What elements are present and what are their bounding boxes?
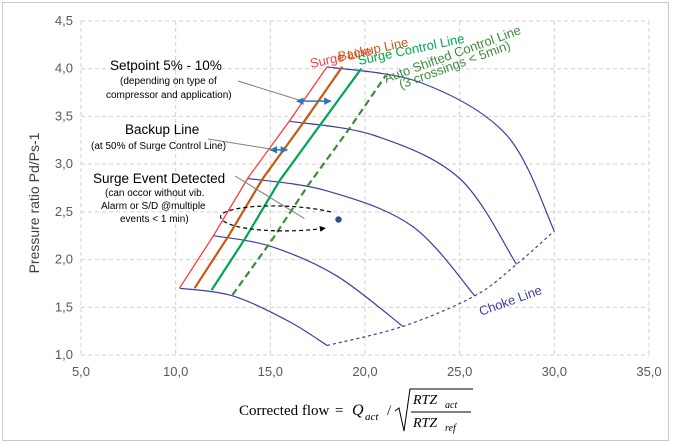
backup-note: (at 50% of Surge Control Line) bbox=[91, 141, 226, 152]
y-tick-label: 4,5 bbox=[55, 13, 73, 28]
x-axis-label: Corrected flow = Q act / RTZ act RTZ ref bbox=[239, 388, 473, 434]
surge-event-note-1: (can occor without vib. bbox=[105, 188, 205, 199]
setpoint-note-1: (depending on type of bbox=[120, 76, 217, 87]
setpoint-note-2: compressor and application) bbox=[106, 90, 232, 101]
speed-curves bbox=[179, 66, 555, 347]
x-tick-label: 20,0 bbox=[352, 364, 377, 379]
y-tick-label: 3,0 bbox=[55, 156, 73, 171]
speed-curve bbox=[247, 177, 476, 297]
backup-leader bbox=[207, 138, 277, 151]
svg-text:RTZ: RTZ bbox=[412, 393, 437, 408]
surge-event-title: Surge Event Detected bbox=[93, 171, 225, 186]
chart-frame: 5,0 10,0 15,0 20,0 25,0 30,0 35,0 1,0 1,5 2,0 2,5 3… bbox=[2, 2, 669, 441]
surge-event-point bbox=[335, 216, 342, 223]
y-tick-label: 1,0 bbox=[55, 347, 73, 362]
choke-line-label: Choke Line bbox=[477, 282, 544, 319]
svg-text:=: = bbox=[335, 403, 343, 419]
compressor-map-chart: 5,0 10,0 15,0 20,0 25,0 30,0 35,0 1,0 1,5 2,0 2,5 3… bbox=[26, 13, 662, 434]
svg-text:Q: Q bbox=[352, 402, 364, 419]
backup-title: Backup Line bbox=[125, 122, 199, 137]
svg-text:act: act bbox=[365, 411, 379, 423]
svg-text:Corrected flow: Corrected flow bbox=[239, 403, 330, 419]
svg-text:/: / bbox=[387, 403, 392, 419]
setpoint-leader bbox=[237, 80, 303, 102]
y-tick-label: 2,0 bbox=[55, 252, 73, 267]
surge-event-loop bbox=[220, 205, 332, 232]
svg-text:act: act bbox=[445, 400, 457, 411]
speed-curve bbox=[289, 120, 517, 265]
x-tick-label: 25,0 bbox=[447, 364, 472, 379]
surge-event-note-2: Alarm or S/D @multiple bbox=[101, 201, 206, 212]
setpoint-title: Setpoint 5% - 10% bbox=[110, 58, 222, 73]
speed-curve bbox=[326, 66, 555, 232]
speed-curve bbox=[179, 287, 328, 347]
y-tick-label: 3,5 bbox=[55, 108, 73, 123]
surge-event-note-3: events < 1 min) bbox=[120, 214, 189, 225]
svg-text:RTZ: RTZ bbox=[412, 416, 437, 431]
x-tick-label: 10,0 bbox=[163, 364, 188, 379]
x-tick-label: 15,0 bbox=[258, 364, 283, 379]
annotation-leaders bbox=[207, 80, 342, 232]
grid bbox=[80, 20, 650, 356]
y-tick-label: 1,5 bbox=[55, 299, 73, 314]
x-tick-label: 5,0 bbox=[72, 364, 90, 379]
surge-event-leader bbox=[234, 175, 305, 219]
x-tick-label: 35,0 bbox=[636, 364, 661, 379]
x-tick-label: 30,0 bbox=[542, 364, 567, 379]
choke-line-path bbox=[326, 230, 555, 347]
y-tick-label: 2,5 bbox=[55, 204, 73, 219]
auto-shifted-control-line-path bbox=[231, 74, 387, 296]
y-axis-label: Pressure ratio Pd/Ps-1 bbox=[26, 132, 42, 273]
surge-control-line-path bbox=[210, 68, 363, 291]
axis-ticks: 5,0 10,0 15,0 20,0 25,0 30,0 35,0 1,0 1,5 2,0 2,5 3… bbox=[55, 13, 662, 379]
svg-text:ref: ref bbox=[445, 423, 457, 434]
speed-curve bbox=[213, 235, 404, 327]
y-tick-label: 4,0 bbox=[55, 61, 73, 76]
